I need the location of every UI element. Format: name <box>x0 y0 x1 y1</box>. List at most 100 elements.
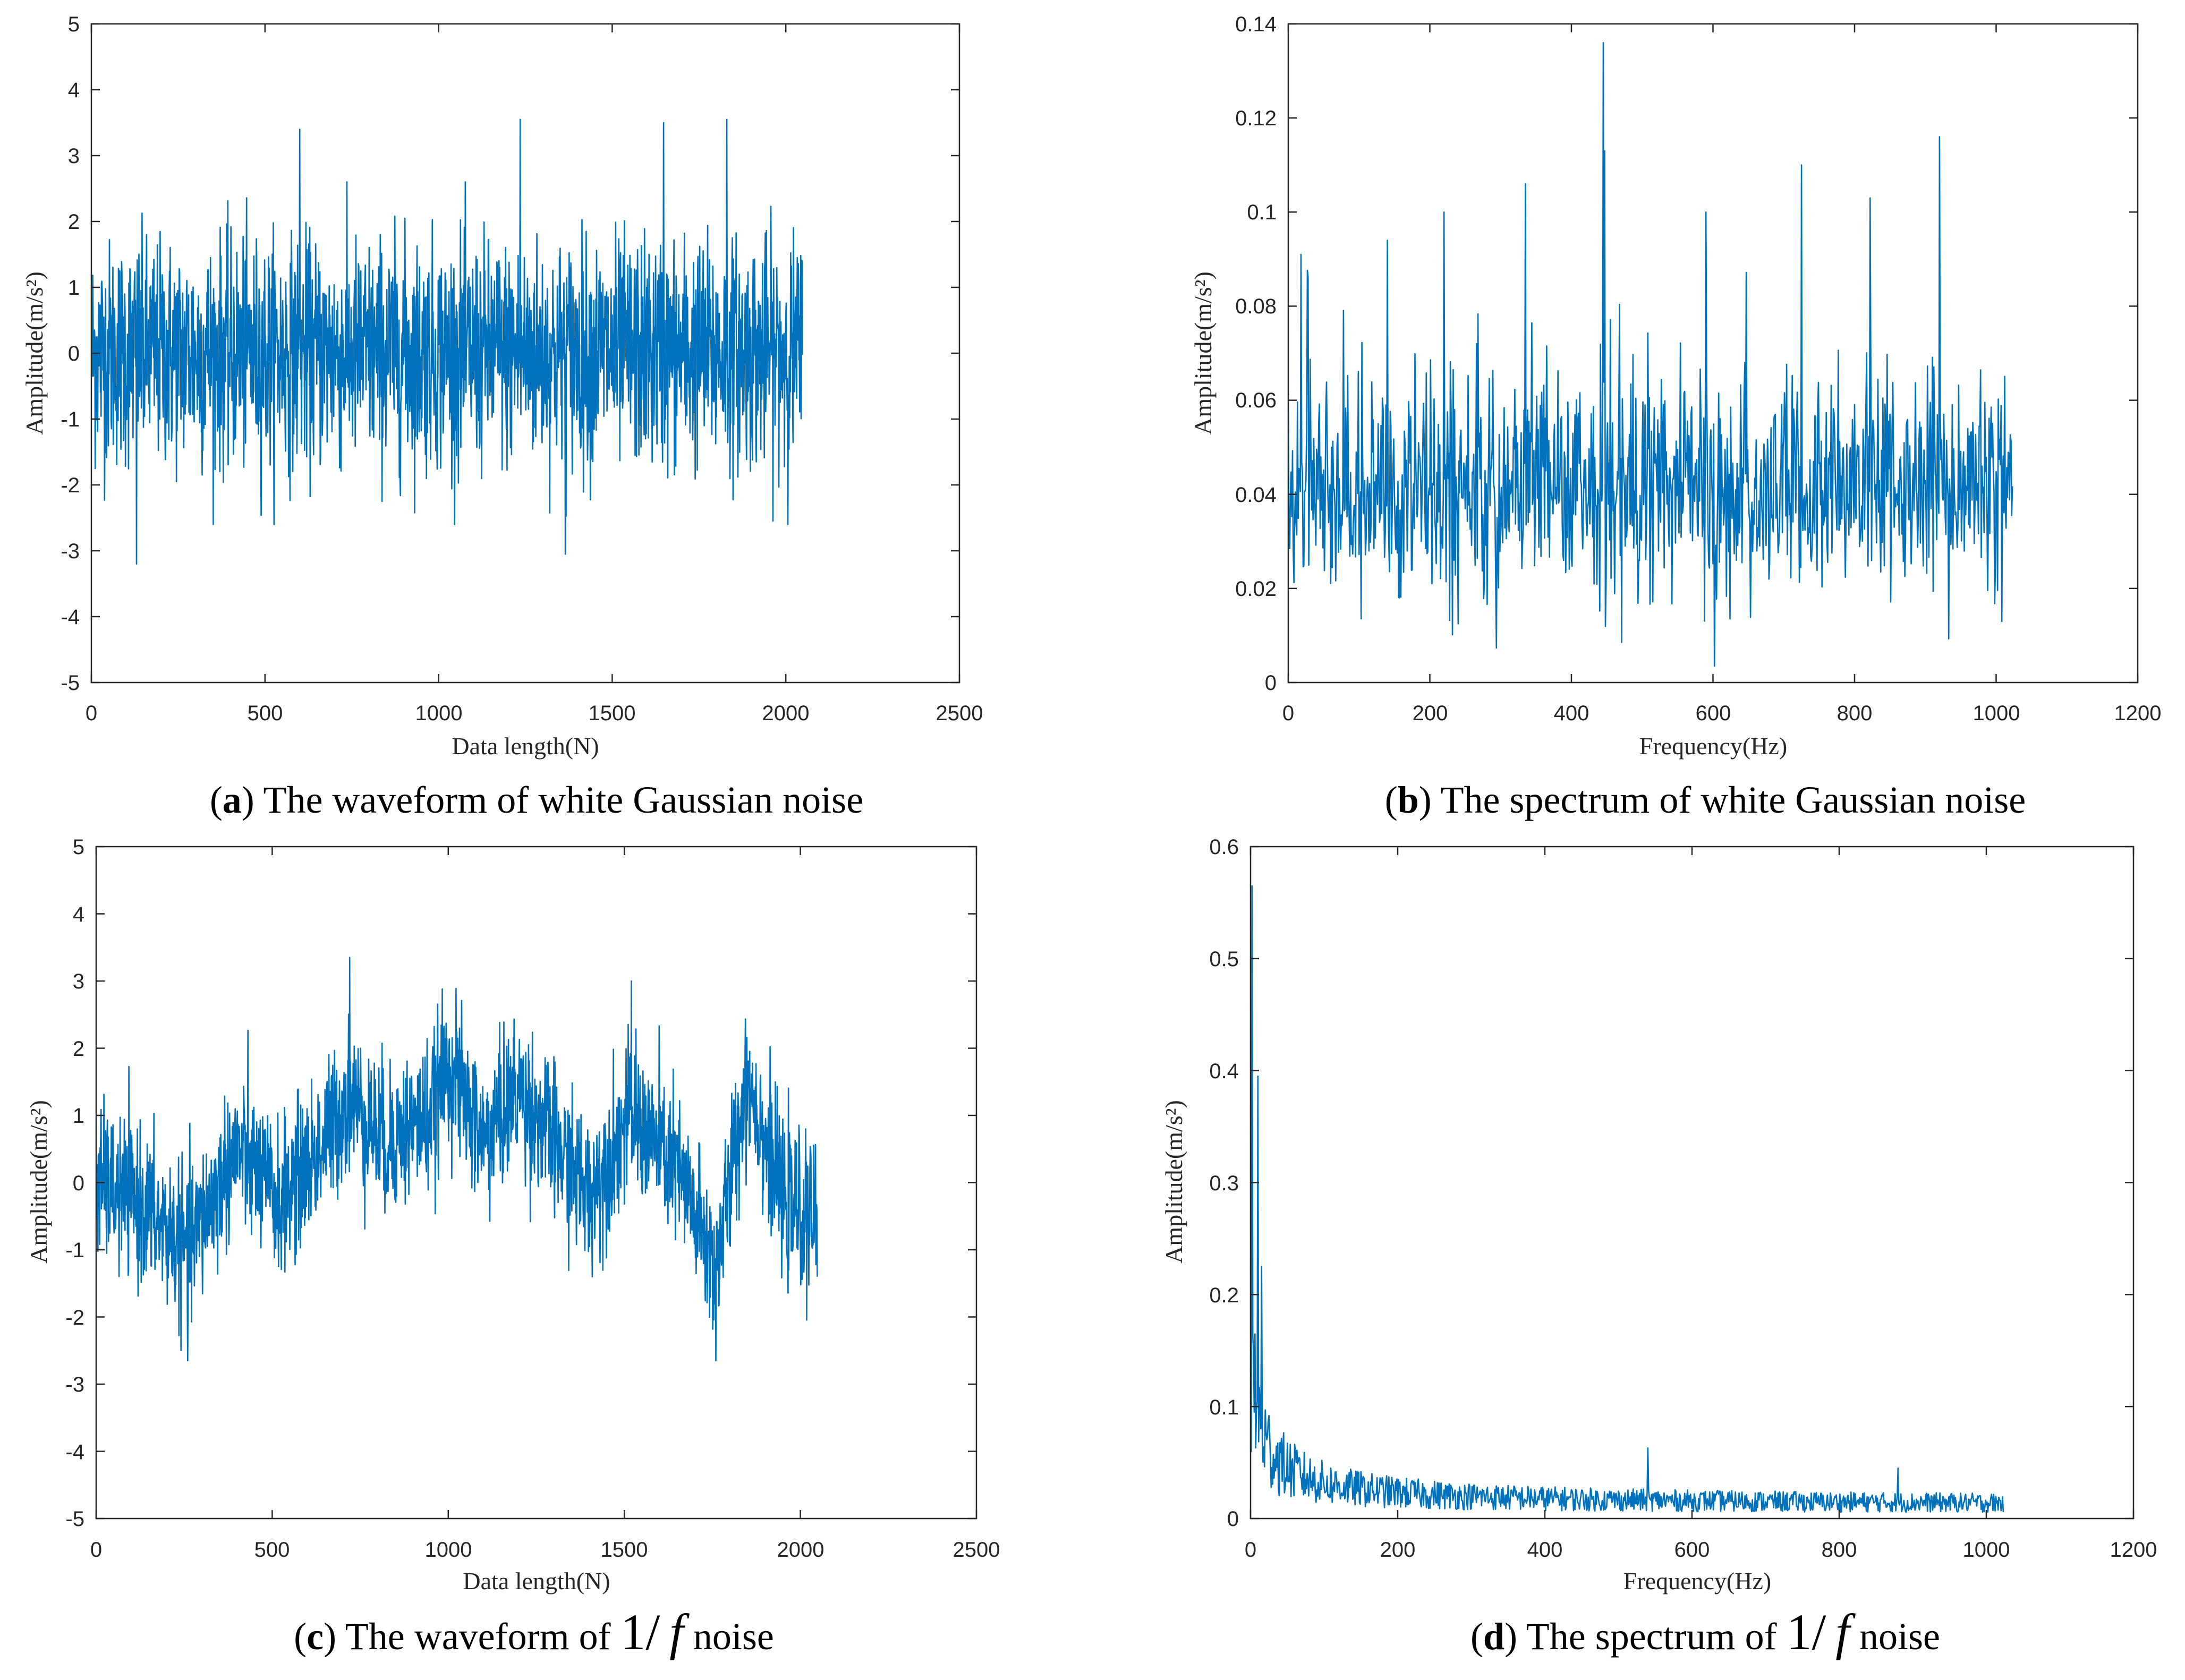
y-tick-label: 2 <box>73 1037 84 1061</box>
caption-text: The waveform of <box>345 1615 611 1658</box>
y-tick-label: -3 <box>65 1373 84 1396</box>
y-tick-label: 0.14 <box>1235 13 1277 36</box>
y-tick-label: 1 <box>73 1104 84 1128</box>
x-tick-label: 1500 <box>601 1538 648 1562</box>
y-axis-label: Amplitude(m/s²) <box>1160 1100 1187 1264</box>
panel-d: 0.6 0.5 0.4 0.3 0.2 0.1 0 0 200 400 600 … <box>1160 835 2157 1660</box>
y-tick-label: -5 <box>65 1507 84 1531</box>
y-tick-label: 0.2 <box>1209 1284 1239 1307</box>
y-tick-label: 2 <box>68 210 80 234</box>
plot-frame <box>1249 846 2135 1520</box>
caption-letter: d <box>1483 1615 1504 1658</box>
x-tick-label: 1500 <box>589 702 636 725</box>
x-tick-label: 1200 <box>2114 702 2162 725</box>
plot-areas <box>90 23 2139 1520</box>
y-tick-label: 1 <box>68 276 80 300</box>
caption-text: The spectrum of white Gaussian noise <box>1440 779 2026 821</box>
y-tick-label: -2 <box>61 474 80 497</box>
panel-b: 0.14 0.12 0.1 0.08 0.06 0.04 0.02 0 0 20… <box>1189 13 2161 821</box>
series-line-a <box>91 118 803 565</box>
y-tick-label: 0 <box>1265 671 1277 695</box>
series-line-c <box>96 957 818 1361</box>
caption-math-num: 1/ <box>1787 1604 1826 1660</box>
y-tick-label: 0.1 <box>1247 201 1277 224</box>
x-tick-label: 2000 <box>777 1538 824 1562</box>
y-tick-label: 0.4 <box>1209 1060 1239 1083</box>
y-tick-label: 0.5 <box>1209 948 1239 971</box>
y-tick-label: 0 <box>68 342 80 365</box>
x-axis-label: Frequency(Hz) <box>1623 1567 1771 1594</box>
x-tick-label: 800 <box>1822 1538 1857 1562</box>
caption-text-after: noise <box>1859 1615 1940 1658</box>
caption-letter: b <box>1398 779 1419 821</box>
series-line-b <box>1288 42 2013 667</box>
caption-letter: c <box>307 1615 324 1658</box>
caption-b: (b) The spectrum of white Gaussian noise <box>1385 779 2026 821</box>
series-line-d <box>1251 885 2004 1513</box>
y-tick-label: 0 <box>1227 1507 1239 1531</box>
x-axis-label: Data length(N) <box>463 1567 610 1594</box>
x-tick-label: 2500 <box>936 702 983 725</box>
x-tick-label: 600 <box>1674 1538 1710 1562</box>
x-tick-label: 0 <box>86 702 97 725</box>
plot-d <box>1249 846 2135 1520</box>
caption-math-num: 1/ <box>620 1604 660 1660</box>
x-tick-label: 600 <box>1696 702 1731 725</box>
y-tick-label: 5 <box>68 13 80 36</box>
x-tick-label: 800 <box>1837 702 1873 725</box>
x-tick-label: 1000 <box>415 702 463 725</box>
x-tick-label: 1000 <box>1963 1538 2010 1562</box>
y-tick-label: 0.12 <box>1235 107 1277 130</box>
caption-text: The spectrum of <box>1526 1615 1777 1658</box>
x-tick-label: 1000 <box>425 1538 472 1562</box>
x-axis-label: Data length(N) <box>452 732 599 760</box>
y-tick-label: 0.02 <box>1235 577 1277 601</box>
y-tick-label: 3 <box>73 970 84 993</box>
plot-b <box>1287 23 2139 684</box>
y-tick-label: -4 <box>61 606 80 629</box>
x-tick-label: 400 <box>1527 1538 1563 1562</box>
caption-text: The waveform of white Gaussian noise <box>263 779 863 821</box>
caption-a: (a) The waveform of white Gaussian noise <box>210 779 863 821</box>
x-tick-label: 500 <box>254 1538 290 1562</box>
y-tick-label: 5 <box>73 835 84 859</box>
y-tick-label: -2 <box>65 1306 84 1329</box>
y-tick-label: 0.3 <box>1209 1172 1239 1195</box>
x-tick-label: 500 <box>248 702 283 725</box>
y-tick-label: 0.06 <box>1235 389 1277 412</box>
x-tick-label: 0 <box>1245 1538 1256 1562</box>
panel-a: 5 4 3 2 1 0 -1 -2 -3 -4 -5 0 500 1000 15… <box>21 13 983 821</box>
caption-d: (d) The spectrum of 1/ f noise <box>1470 1604 1940 1660</box>
y-tick-label: 0.1 <box>1209 1396 1239 1419</box>
panel-c: 5 4 3 2 1 0 -1 -2 -3 -4 -5 0 500 1000 15… <box>25 835 1000 1660</box>
x-tick-label: 2500 <box>953 1538 1000 1562</box>
x-axis-label: Frequency(Hz) <box>1639 732 1787 760</box>
plot-frame <box>1287 23 2139 684</box>
x-tick-label: 200 <box>1380 1538 1416 1562</box>
caption-letter: a <box>223 779 242 821</box>
x-tick-label: 2000 <box>762 702 810 725</box>
x-tick-label: 200 <box>1413 702 1448 725</box>
caption-c: (c) The waveform of 1/ f noise <box>294 1604 774 1660</box>
y-tick-label: 0 <box>73 1172 84 1195</box>
y-axis-label: Amplitude(m/s²) <box>21 271 48 435</box>
plot-c <box>95 846 977 1520</box>
y-tick-label: 4 <box>73 903 84 926</box>
y-tick-label: 0.6 <box>1209 835 1239 859</box>
y-tick-label: 4 <box>68 79 80 102</box>
x-tick-label: 0 <box>1282 702 1294 725</box>
y-axis-label: Amplitude(m/s²) <box>1189 271 1217 435</box>
y-tick-label: -4 <box>65 1440 84 1464</box>
x-tick-label: 1000 <box>1973 702 2020 725</box>
x-tick-label: 0 <box>90 1538 102 1562</box>
y-tick-label: 0.04 <box>1235 483 1277 507</box>
plot-a <box>90 23 960 684</box>
y-tick-label: -3 <box>61 540 80 563</box>
caption-text-after: noise <box>693 1615 774 1658</box>
x-tick-label: 400 <box>1554 702 1589 725</box>
y-tick-label: -1 <box>61 408 80 431</box>
y-tick-label: 3 <box>68 144 80 168</box>
y-tick-label: 0.08 <box>1235 295 1277 318</box>
y-tick-label: -5 <box>61 671 80 695</box>
